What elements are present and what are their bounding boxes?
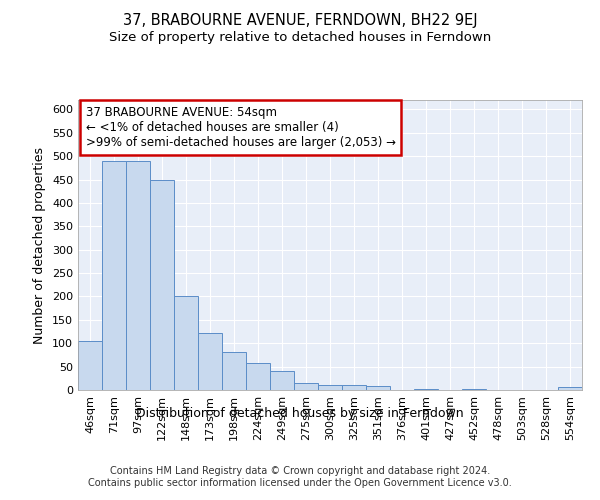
Bar [319,386,341,390]
Bar [415,388,437,390]
Bar [223,352,245,390]
Bar [559,386,581,390]
Bar [103,161,125,390]
Y-axis label: Number of detached properties: Number of detached properties [34,146,46,344]
Text: Size of property relative to detached houses in Ferndown: Size of property relative to detached ho… [109,31,491,44]
Text: Distribution of detached houses by size in Ferndown: Distribution of detached houses by size … [136,408,464,420]
Bar [343,386,365,390]
Bar [463,389,485,390]
Bar [295,382,317,390]
Text: 37, BRABOURNE AVENUE, FERNDOWN, BH22 9EJ: 37, BRABOURNE AVENUE, FERNDOWN, BH22 9EJ [122,12,478,28]
Text: Contains HM Land Registry data © Crown copyright and database right 2024.
Contai: Contains HM Land Registry data © Crown c… [88,466,512,487]
Bar [151,180,173,390]
Bar [199,333,221,390]
Bar [271,372,293,390]
Bar [175,296,197,390]
Text: 37 BRABOURNE AVENUE: 54sqm
← <1% of detached houses are smaller (4)
>99% of semi: 37 BRABOURNE AVENUE: 54sqm ← <1% of deta… [86,106,395,149]
Bar [247,363,269,390]
Bar [367,386,389,390]
Bar [127,161,149,390]
Bar [79,342,101,390]
